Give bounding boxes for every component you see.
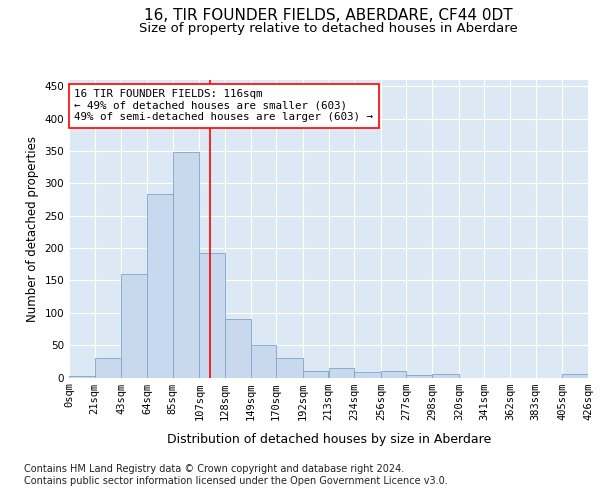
Bar	[173, 152, 199, 378]
Text: 16, TIR FOUNDER FIELDS, ABERDARE, CF44 0DT: 16, TIR FOUNDER FIELDS, ABERDARE, CF44 0…	[145, 8, 513, 22]
Text: Distribution of detached houses by size in Aberdare: Distribution of detached houses by size …	[167, 432, 491, 446]
Bar	[225, 320, 251, 378]
Text: Size of property relative to detached houses in Aberdare: Size of property relative to detached ho…	[139, 22, 518, 35]
Bar	[381, 371, 406, 378]
Bar	[329, 368, 354, 378]
Bar	[95, 358, 121, 378]
Bar	[121, 274, 147, 378]
Text: Contains public sector information licensed under the Open Government Licence v3: Contains public sector information licen…	[24, 476, 448, 486]
Bar	[147, 194, 173, 378]
Y-axis label: Number of detached properties: Number of detached properties	[26, 136, 39, 322]
Text: 16 TIR FOUNDER FIELDS: 116sqm
← 49% of detached houses are smaller (603)
49% of : 16 TIR FOUNDER FIELDS: 116sqm ← 49% of d…	[74, 89, 373, 122]
Bar	[251, 345, 276, 378]
Bar	[406, 375, 432, 378]
Text: Contains HM Land Registry data © Crown copyright and database right 2024.: Contains HM Land Registry data © Crown c…	[24, 464, 404, 474]
Bar	[199, 254, 225, 378]
Bar	[432, 374, 459, 378]
Bar	[303, 371, 329, 378]
Bar	[562, 374, 588, 378]
Bar	[354, 372, 381, 378]
Bar	[69, 376, 95, 378]
Bar	[276, 358, 303, 378]
